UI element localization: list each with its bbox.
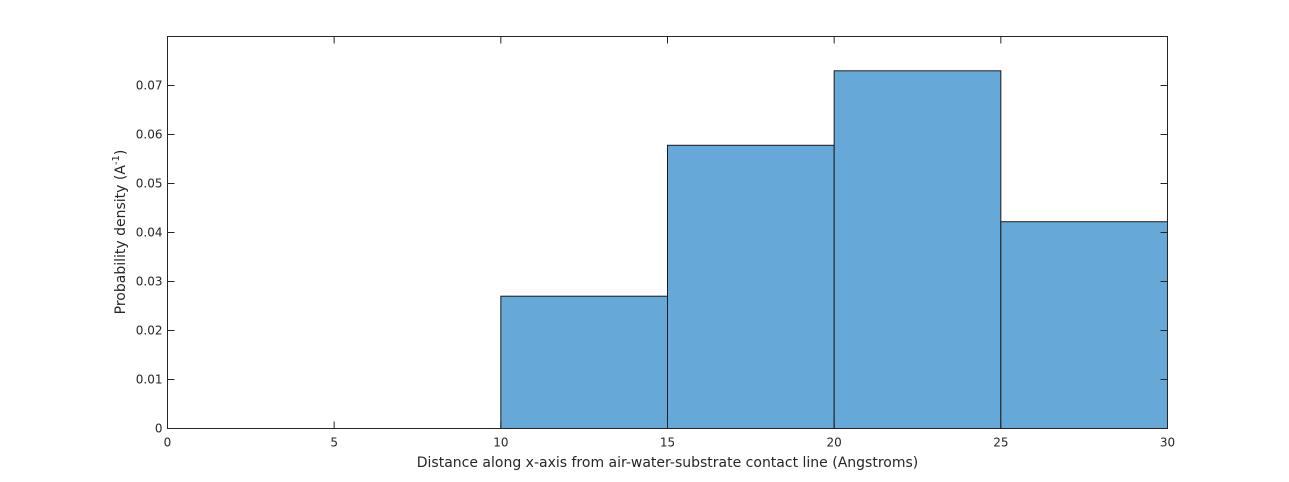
y-tick-label: 0.02 [136,324,163,338]
y-axis-label-tail: ) [113,150,129,155]
x-tick-label: 5 [330,436,338,450]
y-tick-label: 0 [155,422,163,436]
x-tick-label: 20 [827,436,842,450]
x-tick-label: 25 [993,436,1008,450]
y-tick-label: 0.04 [136,226,163,240]
x-tick-label: 15 [660,436,675,450]
y-tick-label: 0.06 [136,128,163,142]
x-axis-label: Distance along x-axis from air-water-sub… [417,455,918,471]
y-tick-label: 0.05 [136,177,163,191]
histogram-bar [1000,221,1168,429]
x-tick-label: 10 [493,436,508,450]
tick-labels-group: 0 5 10 15 20 25 30 0 0.01 0.02 0.03 0.04 0.05 0.06 0.0… [136,79,1175,450]
histogram-bar [500,295,669,430]
y-tick-label: 0.07 [136,79,163,93]
ticks-group [167,36,1168,429]
y-tick-label: 0.03 [136,275,163,289]
x-tick-label: 0 [164,436,172,450]
bars-group [500,70,1168,430]
y-tick-label: 0.01 [136,373,163,387]
y-axis-label-superscript: -1 [111,155,122,165]
y-axis-label-main: Probability density (A [113,165,129,315]
y-axis-label: Probability density (A-1) [111,150,129,315]
x-tick-label: 30 [1160,436,1175,450]
histogram-bar [833,70,1002,430]
histogram-bar [667,144,835,429]
